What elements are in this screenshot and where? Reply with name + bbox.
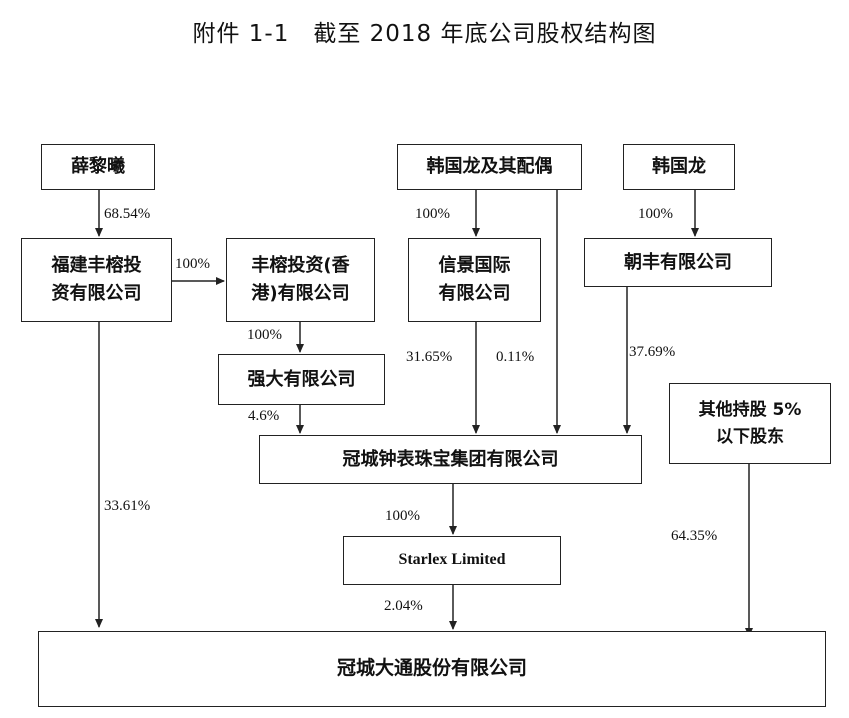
pct-spouse-group: 0.11% bbox=[496, 349, 535, 365]
entity-xue-lixi: 薛黎曦 bbox=[41, 144, 155, 190]
entity-other-holders: 其他持股 5% 以下股东 bbox=[669, 383, 831, 464]
pct-starlex-datong: 2.04% bbox=[384, 598, 423, 614]
entity-fujian-fengrong: 福建丰榕投 资有限公司 bbox=[21, 238, 172, 322]
pct-fujian-datong: 33.61% bbox=[104, 498, 151, 514]
entity-fengrong-hk: 丰榕投资(香 港)有限公司 bbox=[226, 238, 375, 322]
pct-chaofeng-group: 37.69% bbox=[629, 344, 676, 360]
entity-starlex: Starlex Limited bbox=[343, 536, 561, 585]
entity-xinjing: 信景国际 有限公司 bbox=[408, 238, 541, 322]
entity-guancheng-datong: 冠城大通股份有限公司 bbox=[38, 631, 826, 707]
entity-han-and-spouse: 韩国龙及其配偶 bbox=[397, 144, 582, 190]
pct-other-datong: 64.35% bbox=[671, 528, 718, 544]
entity-chaofeng: 朝丰有限公司 bbox=[584, 238, 772, 287]
pct-fujian-hk: 100% bbox=[175, 256, 210, 272]
entity-qiangda: 强大有限公司 bbox=[218, 354, 385, 405]
pct-group-starlex: 100% bbox=[385, 508, 420, 524]
pct-xinjing-group: 31.65% bbox=[406, 349, 453, 365]
pct-hk-qiangda: 100% bbox=[247, 327, 282, 343]
pct-qiangda-group: 4.6% bbox=[248, 408, 280, 424]
pct-han-chaofeng: 100% bbox=[638, 206, 673, 222]
pct-xue-fujian: 68.54% bbox=[104, 206, 151, 222]
entity-guancheng-group: 冠城钟表珠宝集团有限公司 bbox=[259, 435, 642, 484]
pct-spouse-xinjing: 100% bbox=[415, 206, 450, 222]
entity-han-guolong: 韩国龙 bbox=[623, 144, 735, 190]
diagram-title: 附件 1-1 截至 2018 年底公司股权结构图 bbox=[192, 21, 657, 47]
